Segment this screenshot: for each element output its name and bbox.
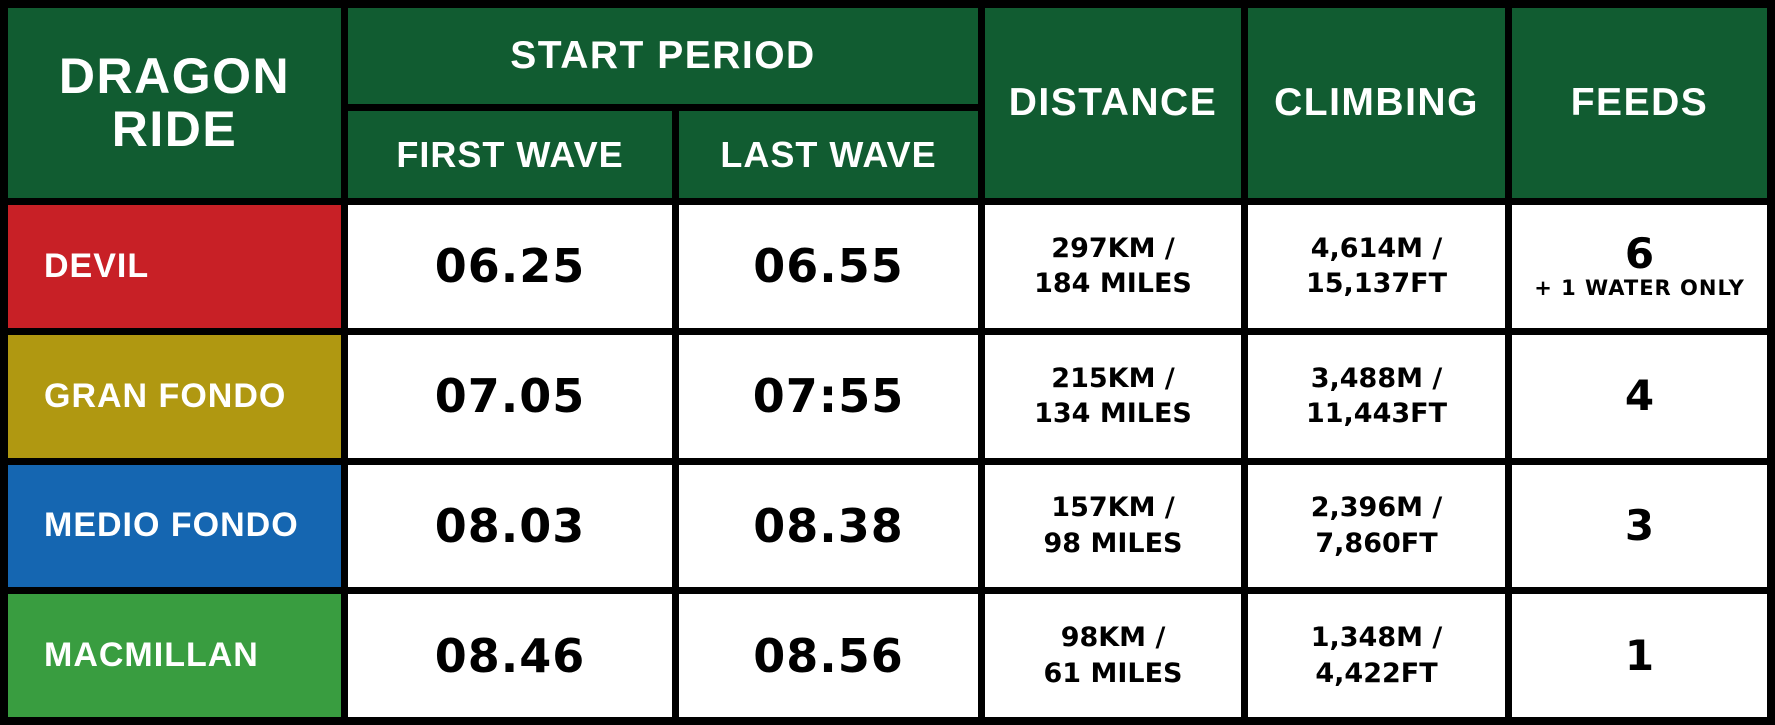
feeds-count: 4	[1624, 371, 1655, 421]
feeds-note: + 1 WATER ONLY	[1534, 276, 1745, 301]
climbing-m: 4,614M /	[1310, 232, 1443, 264]
feeds-count: 3	[1624, 500, 1655, 550]
row-name-cell: DEVIL	[8, 205, 341, 328]
distance-miles: 184 MILES	[1034, 268, 1192, 300]
column-header-start-period: START PERIOD	[348, 8, 978, 104]
feeds-cell: 3	[1512, 464, 1767, 588]
climbing-ft: 7,860FT	[1315, 527, 1438, 559]
last-wave-cell: 08.56	[679, 594, 978, 717]
column-header-last-wave: LAST WAVE	[679, 111, 978, 198]
last-wave-cell: 06.55	[679, 205, 978, 328]
climbing-cell: 1,348M / 4,422FT	[1248, 594, 1505, 717]
row-name-cell: MEDIO FONDO	[8, 464, 341, 588]
distance-cell: 215KM / 134 MILES	[985, 334, 1241, 458]
first-wave-cell: 07.05	[348, 334, 672, 458]
climbing-m: 1,348M /	[1310, 622, 1443, 653]
column-header-first-wave: FIRST WAVE	[348, 111, 672, 198]
distance-miles: 134 MILES	[1034, 398, 1192, 430]
climbing-ft: 4,422FT	[1315, 657, 1438, 689]
climbing-ft: 11,443FT	[1305, 398, 1448, 430]
feeds-count: 1	[1624, 630, 1655, 680]
table-title-line2: RIDE	[111, 101, 238, 157]
distance-km: 98KM /	[1060, 622, 1166, 653]
distance-miles: 61 MILES	[1043, 657, 1183, 689]
feeds-count: 6	[1624, 229, 1655, 279]
distance-cell: 297KM / 184 MILES	[985, 205, 1241, 328]
row-name-cell: MACMILLAN	[8, 594, 341, 717]
distance-cell: 98KM / 61 MILES	[985, 594, 1241, 717]
feeds-cell: 4	[1512, 334, 1767, 458]
distance-miles: 98 MILES	[1043, 527, 1183, 559]
climbing-ft: 15,137FT	[1305, 268, 1448, 300]
climbing-m: 3,488M /	[1310, 362, 1443, 394]
last-wave-cell: 07:55	[679, 334, 978, 458]
feeds-cell: 6 + 1 WATER ONLY	[1512, 205, 1767, 328]
first-wave-cell: 08.03	[348, 464, 672, 588]
table-title-cell: DRAGON RIDE	[8, 8, 341, 198]
row-name-cell: GRAN FONDO	[8, 334, 341, 458]
distance-km: 215KM /	[1051, 362, 1175, 394]
column-header-feeds: FEEDS	[1512, 8, 1767, 198]
column-header-distance: DISTANCE	[985, 8, 1241, 198]
climbing-cell: 4,614M / 15,137FT	[1248, 205, 1505, 328]
distance-km: 157KM /	[1051, 492, 1175, 524]
distance-cell: 157KM / 98 MILES	[985, 464, 1241, 588]
first-wave-cell: 08.46	[348, 594, 672, 717]
table-title-line1: DRAGON	[58, 48, 291, 104]
climbing-m: 2,396M /	[1310, 492, 1443, 524]
climbing-cell: 3,488M / 11,443FT	[1248, 334, 1505, 458]
distance-km: 297KM /	[1051, 232, 1175, 264]
last-wave-cell: 08.38	[679, 464, 978, 588]
feeds-cell: 1	[1512, 594, 1767, 717]
climbing-cell: 2,396M / 7,860FT	[1248, 464, 1505, 588]
column-header-climbing: CLIMBING	[1248, 8, 1505, 198]
first-wave-cell: 06.25	[348, 205, 672, 328]
